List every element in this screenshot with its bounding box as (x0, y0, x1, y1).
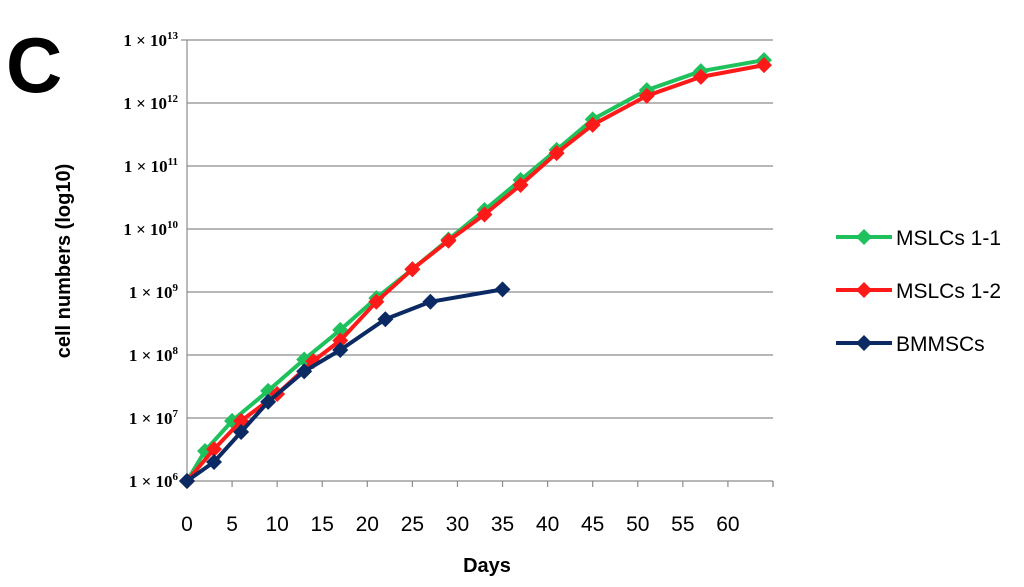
data-point (584, 116, 601, 133)
gridlines (187, 39, 773, 419)
legend-item: BMMSCs (836, 333, 985, 356)
data-point (206, 454, 223, 471)
legend-marker (856, 282, 872, 298)
legend-label: MSLCs 1-2 (896, 280, 1001, 303)
x-tick-label: 60 (716, 513, 739, 536)
x-tick-label: 55 (671, 513, 694, 536)
data-point (233, 423, 250, 440)
axes (181, 39, 774, 487)
y-tick-label: 1 × 1013 (123, 30, 178, 50)
x-tick-label: 25 (401, 513, 424, 536)
data-point (206, 441, 223, 458)
data-point (638, 87, 655, 104)
data-point (260, 393, 277, 410)
legend-label: BMMSCs (896, 333, 985, 356)
y-tick-label: 1 × 1011 (124, 156, 178, 176)
x-tick-label: 20 (356, 513, 379, 536)
x-tick-label: 30 (446, 513, 469, 536)
panel-label: C (6, 21, 62, 109)
legend-marker (856, 335, 872, 351)
series-group (179, 57, 772, 489)
legend-item: MSLCs 1-1 (836, 227, 1001, 250)
data-point (296, 363, 313, 380)
data-point (755, 57, 772, 74)
data-point (548, 145, 565, 162)
x-tick-label: 0 (181, 513, 193, 536)
legend-marker (856, 229, 872, 245)
data-point (422, 293, 439, 310)
x-axis-title: Days (463, 555, 511, 577)
data-point (377, 311, 394, 328)
x-tick-labels: 0 5 10 15 20 25 30 35 40 45 50 55 60 (181, 513, 739, 536)
x-tick-label: 35 (491, 513, 514, 536)
data-point (179, 473, 195, 489)
y-tick-label: 1 × 109 (129, 282, 179, 302)
data-point (332, 332, 349, 349)
x-tick-label: 45 (581, 513, 604, 536)
y-axis-title: cell numbers (log10) (53, 164, 75, 359)
data-point (512, 176, 529, 193)
y-tick-label: 1 × 1010 (123, 219, 178, 239)
data-point (476, 206, 493, 223)
x-tick-label: 50 (626, 513, 649, 536)
series-lines (179, 52, 772, 489)
data-point (692, 68, 709, 85)
y-tick-label: 1 × 1012 (123, 93, 178, 113)
series-line (185, 63, 765, 483)
y-tick-labels: 1 × 106 1 × 107 1 × 108 1 × 109 1 × 1010 1 × … (123, 30, 178, 491)
legend-item: MSLCs 1-2 (836, 280, 1001, 303)
x-tick-label: 40 (536, 513, 559, 536)
legend: MSLCs 1-1 MSLCs 1-2 BMMSCs (836, 227, 1001, 356)
x-tick-label: 15 (311, 513, 334, 536)
legend-label: MSLCs 1-1 (896, 227, 1001, 250)
x-tick-label: 5 (226, 513, 238, 536)
series-group (179, 52, 772, 489)
data-point (440, 232, 457, 249)
x-tick-label: 10 (265, 513, 288, 536)
y-tick-label: 1 × 106 (129, 471, 179, 491)
series-group (179, 281, 511, 489)
series-line (185, 287, 503, 483)
data-point (332, 342, 349, 359)
y-tick-label: 1 × 108 (129, 345, 179, 365)
y-tick-label: 1 × 107 (129, 408, 179, 428)
data-point (368, 293, 385, 310)
data-point (494, 281, 511, 298)
data-point (404, 261, 421, 278)
